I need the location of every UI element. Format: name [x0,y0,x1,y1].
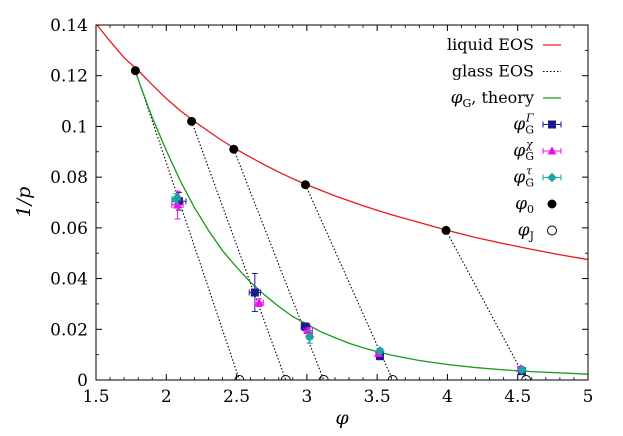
y-tick-label: 0.12 [50,67,88,87]
x-tick-label: 5 [583,387,594,407]
legend-label-main: φ [513,141,525,161]
legend-item: φGΓ [513,112,562,137]
data-point--0 [229,144,239,154]
x-tick-label: 4 [442,387,453,407]
x-tick-label: 3.5 [364,387,391,407]
series-curve--g-theory [134,71,588,375]
legend-label: φGτ [513,165,534,190]
data-point--j [280,375,291,380]
legend-item: liquid EOS [447,35,561,54]
legend-label-subscript: J [529,230,534,243]
legend-label-suffix: , theory [471,88,534,107]
y-tick-label: 0.08 [50,168,88,188]
legend-label-subscript: G [463,97,472,110]
y-tick-label: 0.1 [61,117,88,137]
x-tick-label: 4.5 [504,387,531,407]
x-tick-label: 2 [161,387,172,407]
glass-eos-line [233,149,325,380]
legend-label-superscript: Γ [525,112,534,125]
legend-label: φG, theory [451,88,534,110]
y-axis-title: 1/p [13,187,35,218]
legend-swatch-marker [547,172,557,183]
data-point--0 [300,180,310,190]
data-point--g- [254,298,264,307]
legend-label: φGΓ [513,112,534,137]
legend-item: φJ [518,221,557,243]
data-point--g- [172,200,183,209]
legend-label-main: φ [513,168,525,188]
data-point--j [234,375,245,380]
legend-label-subscript: G [525,124,534,137]
legend-label-main: φ [518,221,530,241]
y-tick-label: 0.14 [50,16,88,36]
legend-label-subscript: G [525,150,534,163]
data-point--j [521,375,532,380]
data-point--g- [303,325,313,335]
axes: 1.5 2 2.5 3 3.5 4 4.5 5 0 0.02 0.04 0.06 0.08 0.1 0.12… [50,16,593,407]
data-point--j [387,375,398,380]
legend-label: φ0 [515,194,534,216]
legend-label-subscript: G [525,177,534,190]
data-point--0 [130,66,140,76]
y-tick-label: 0.02 [50,320,88,340]
x-tick-label: 3 [301,387,312,407]
glass-eos-line [134,70,240,380]
data-point--g- [517,365,527,375]
glass-eos-line [304,184,394,380]
series-curve-liquid-eos [96,25,588,261]
legend-label: φJ [518,221,534,243]
legend-label: liquid EOS [447,35,534,54]
data-point--g- [375,346,385,356]
legend-item: φGτ [513,165,562,190]
legend-item: glass EOS [452,62,561,81]
y-tick-label: 0.06 [50,219,88,239]
legend-label-superscript: τ [526,165,533,178]
data-point--g- [301,322,310,331]
legend-label-superscript: χ [525,138,534,151]
legend-swatch-marker [548,120,556,129]
legend-item: φG, theory [451,88,561,110]
legend-swatch-marker [547,199,557,209]
legend-item: φ0 [515,194,557,216]
y-tick-label: 0.04 [50,270,88,290]
glass-eos-line [191,121,287,380]
legend-label-main: φ [451,88,463,108]
data-point--j [318,375,329,380]
data-point--g- [171,193,181,204]
legend-label-main: φ [513,115,525,135]
x-tick-label: 2.5 [223,387,250,407]
x-tick-label: 1.5 [82,387,109,407]
legend-label-main: φ [515,194,527,214]
legend-label: φGχ [513,138,534,163]
data-point--g- [174,197,183,206]
data-point--g- [304,332,315,342]
glass-eos-line [445,230,527,380]
data-point--g- [250,288,259,297]
legend-swatch-marker [547,225,557,236]
data-point--0 [441,225,451,235]
plot-area [96,25,588,380]
legend-item: φGχ [513,138,562,163]
legend-label-subscript: 0 [527,203,534,216]
x-axis-title: φ [335,407,349,429]
legend-label: glass EOS [452,62,534,81]
y-tick-label: 0 [77,371,88,391]
legend-swatch-marker [547,146,557,155]
data-point--0 [187,116,197,126]
